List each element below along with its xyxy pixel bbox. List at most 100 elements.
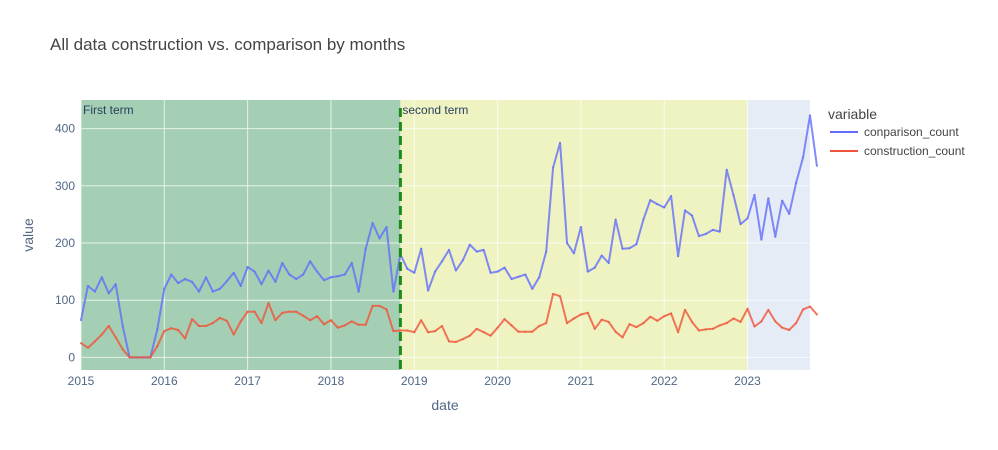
x-tick-labels: 2015 2016 2017 2018 2019 2020 2021 2022 2023 xyxy=(68,374,762,388)
data-point-conparison_count xyxy=(177,282,180,285)
data-point-conparison_count xyxy=(635,243,638,246)
data-point-conparison_count xyxy=(649,199,652,202)
data-point-construction_count xyxy=(732,317,735,320)
data-point-conparison_count xyxy=(364,247,367,250)
data-point-conparison_count xyxy=(656,203,659,206)
data-point-conparison_count xyxy=(697,235,700,238)
data-point-conparison_count xyxy=(357,290,360,293)
data-point-conparison_count xyxy=(427,289,430,292)
data-point-construction_count xyxy=(343,324,346,327)
data-point-construction_count xyxy=(364,323,367,326)
data-point-conparison_count xyxy=(343,273,346,276)
data-point-construction_count xyxy=(281,311,284,314)
data-point-conparison_count xyxy=(156,327,159,330)
data-point-construction_count xyxy=(503,318,506,321)
legend-label-construction_count: construction_count xyxy=(864,144,965,158)
data-point-conparison_count xyxy=(621,247,624,250)
data-point-conparison_count xyxy=(572,252,575,255)
data-point-conparison_count xyxy=(170,273,173,276)
data-point-conparison_count xyxy=(80,319,82,322)
data-point-construction_count xyxy=(760,320,763,323)
data-point-construction_count xyxy=(566,322,568,325)
data-point-conparison_count xyxy=(684,209,687,212)
data-point-construction_count xyxy=(232,333,235,336)
data-point-construction_count xyxy=(642,322,645,325)
data-point-conparison_count xyxy=(711,228,714,231)
data-point-conparison_count xyxy=(420,247,423,250)
data-point-construction_count xyxy=(510,324,513,327)
data-point-construction_count xyxy=(781,326,784,329)
data-point-conparison_count xyxy=(218,287,221,290)
data-point-construction_count xyxy=(621,336,624,339)
data-point-construction_count xyxy=(121,348,124,351)
data-point-conparison_count xyxy=(482,248,485,251)
data-point-conparison_count xyxy=(517,275,520,278)
data-point-conparison_count xyxy=(163,287,166,290)
data-point-construction_count xyxy=(86,346,89,349)
y-tick-label: 100 xyxy=(55,293,75,307)
data-point-construction_count xyxy=(350,320,353,323)
data-point-construction_count xyxy=(774,320,777,323)
data-point-conparison_count xyxy=(316,270,319,273)
data-point-conparison_count xyxy=(406,267,409,270)
data-point-construction_count xyxy=(704,328,707,331)
data-point-conparison_count xyxy=(746,217,749,220)
data-point-construction_count xyxy=(267,302,270,305)
data-point-conparison_count xyxy=(309,260,312,263)
data-point-construction_count xyxy=(815,313,818,316)
data-point-construction_count xyxy=(447,340,450,343)
data-point-construction_count xyxy=(677,331,680,334)
data-point-construction_count xyxy=(739,320,742,323)
data-point-conparison_count xyxy=(593,266,596,269)
data-point-conparison_count xyxy=(253,270,256,273)
data-point-construction_count xyxy=(329,319,332,322)
y-axis-title: value xyxy=(20,218,36,252)
data-point-construction_count xyxy=(538,324,541,327)
data-point-conparison_count xyxy=(447,248,450,251)
data-point-conparison_count xyxy=(246,266,249,269)
data-point-construction_count xyxy=(211,322,214,325)
data-point-conparison_count xyxy=(225,280,228,283)
data-point-conparison_count xyxy=(86,284,89,287)
data-point-conparison_count xyxy=(718,230,721,233)
data-point-conparison_count xyxy=(329,276,332,279)
data-point-conparison_count xyxy=(281,262,284,265)
legend-title: variable xyxy=(828,106,877,122)
series-lines xyxy=(80,114,818,359)
data-point-construction_count xyxy=(336,326,339,329)
y-tick-label: 200 xyxy=(55,236,75,250)
data-point-conparison_count xyxy=(496,270,499,273)
data-point-conparison_count xyxy=(350,262,353,265)
data-point-construction_count xyxy=(225,319,228,322)
data-point-construction_count xyxy=(114,336,117,339)
data-point-conparison_count xyxy=(628,247,631,250)
data-point-conparison_count xyxy=(204,276,207,279)
data-point-construction_count xyxy=(482,331,485,334)
data-point-construction_count xyxy=(177,328,180,331)
data-point-conparison_count xyxy=(586,270,589,273)
x-tick-label: 2021 xyxy=(568,374,595,388)
data-point-construction_count xyxy=(93,340,96,343)
data-point-construction_count xyxy=(399,329,402,332)
data-point-conparison_count xyxy=(552,166,555,169)
data-point-construction_count xyxy=(579,313,582,316)
region-2 xyxy=(400,100,748,370)
data-point-construction_count xyxy=(586,311,589,314)
data-point-construction_count xyxy=(246,310,249,313)
data-point-construction_count xyxy=(239,320,242,323)
data-point-conparison_count xyxy=(725,168,728,171)
data-point-conparison_count xyxy=(670,195,673,198)
data-point-construction_count xyxy=(323,323,325,326)
data-point-construction_count xyxy=(461,338,464,341)
legend-label-conparison_count: conparison_count xyxy=(864,125,959,139)
data-point-construction_count xyxy=(406,329,409,332)
y-tick-label: 400 xyxy=(55,122,75,136)
data-point-conparison_count xyxy=(468,243,471,246)
data-point-construction_count xyxy=(128,356,131,359)
data-point-conparison_count xyxy=(434,270,437,273)
data-point-conparison_count xyxy=(642,218,645,221)
legend[interactable]: variable conparison_count construction_co… xyxy=(828,106,965,158)
data-point-conparison_count xyxy=(732,194,735,197)
x-tick-label: 2015 xyxy=(68,374,95,388)
data-point-conparison_count xyxy=(392,290,395,293)
